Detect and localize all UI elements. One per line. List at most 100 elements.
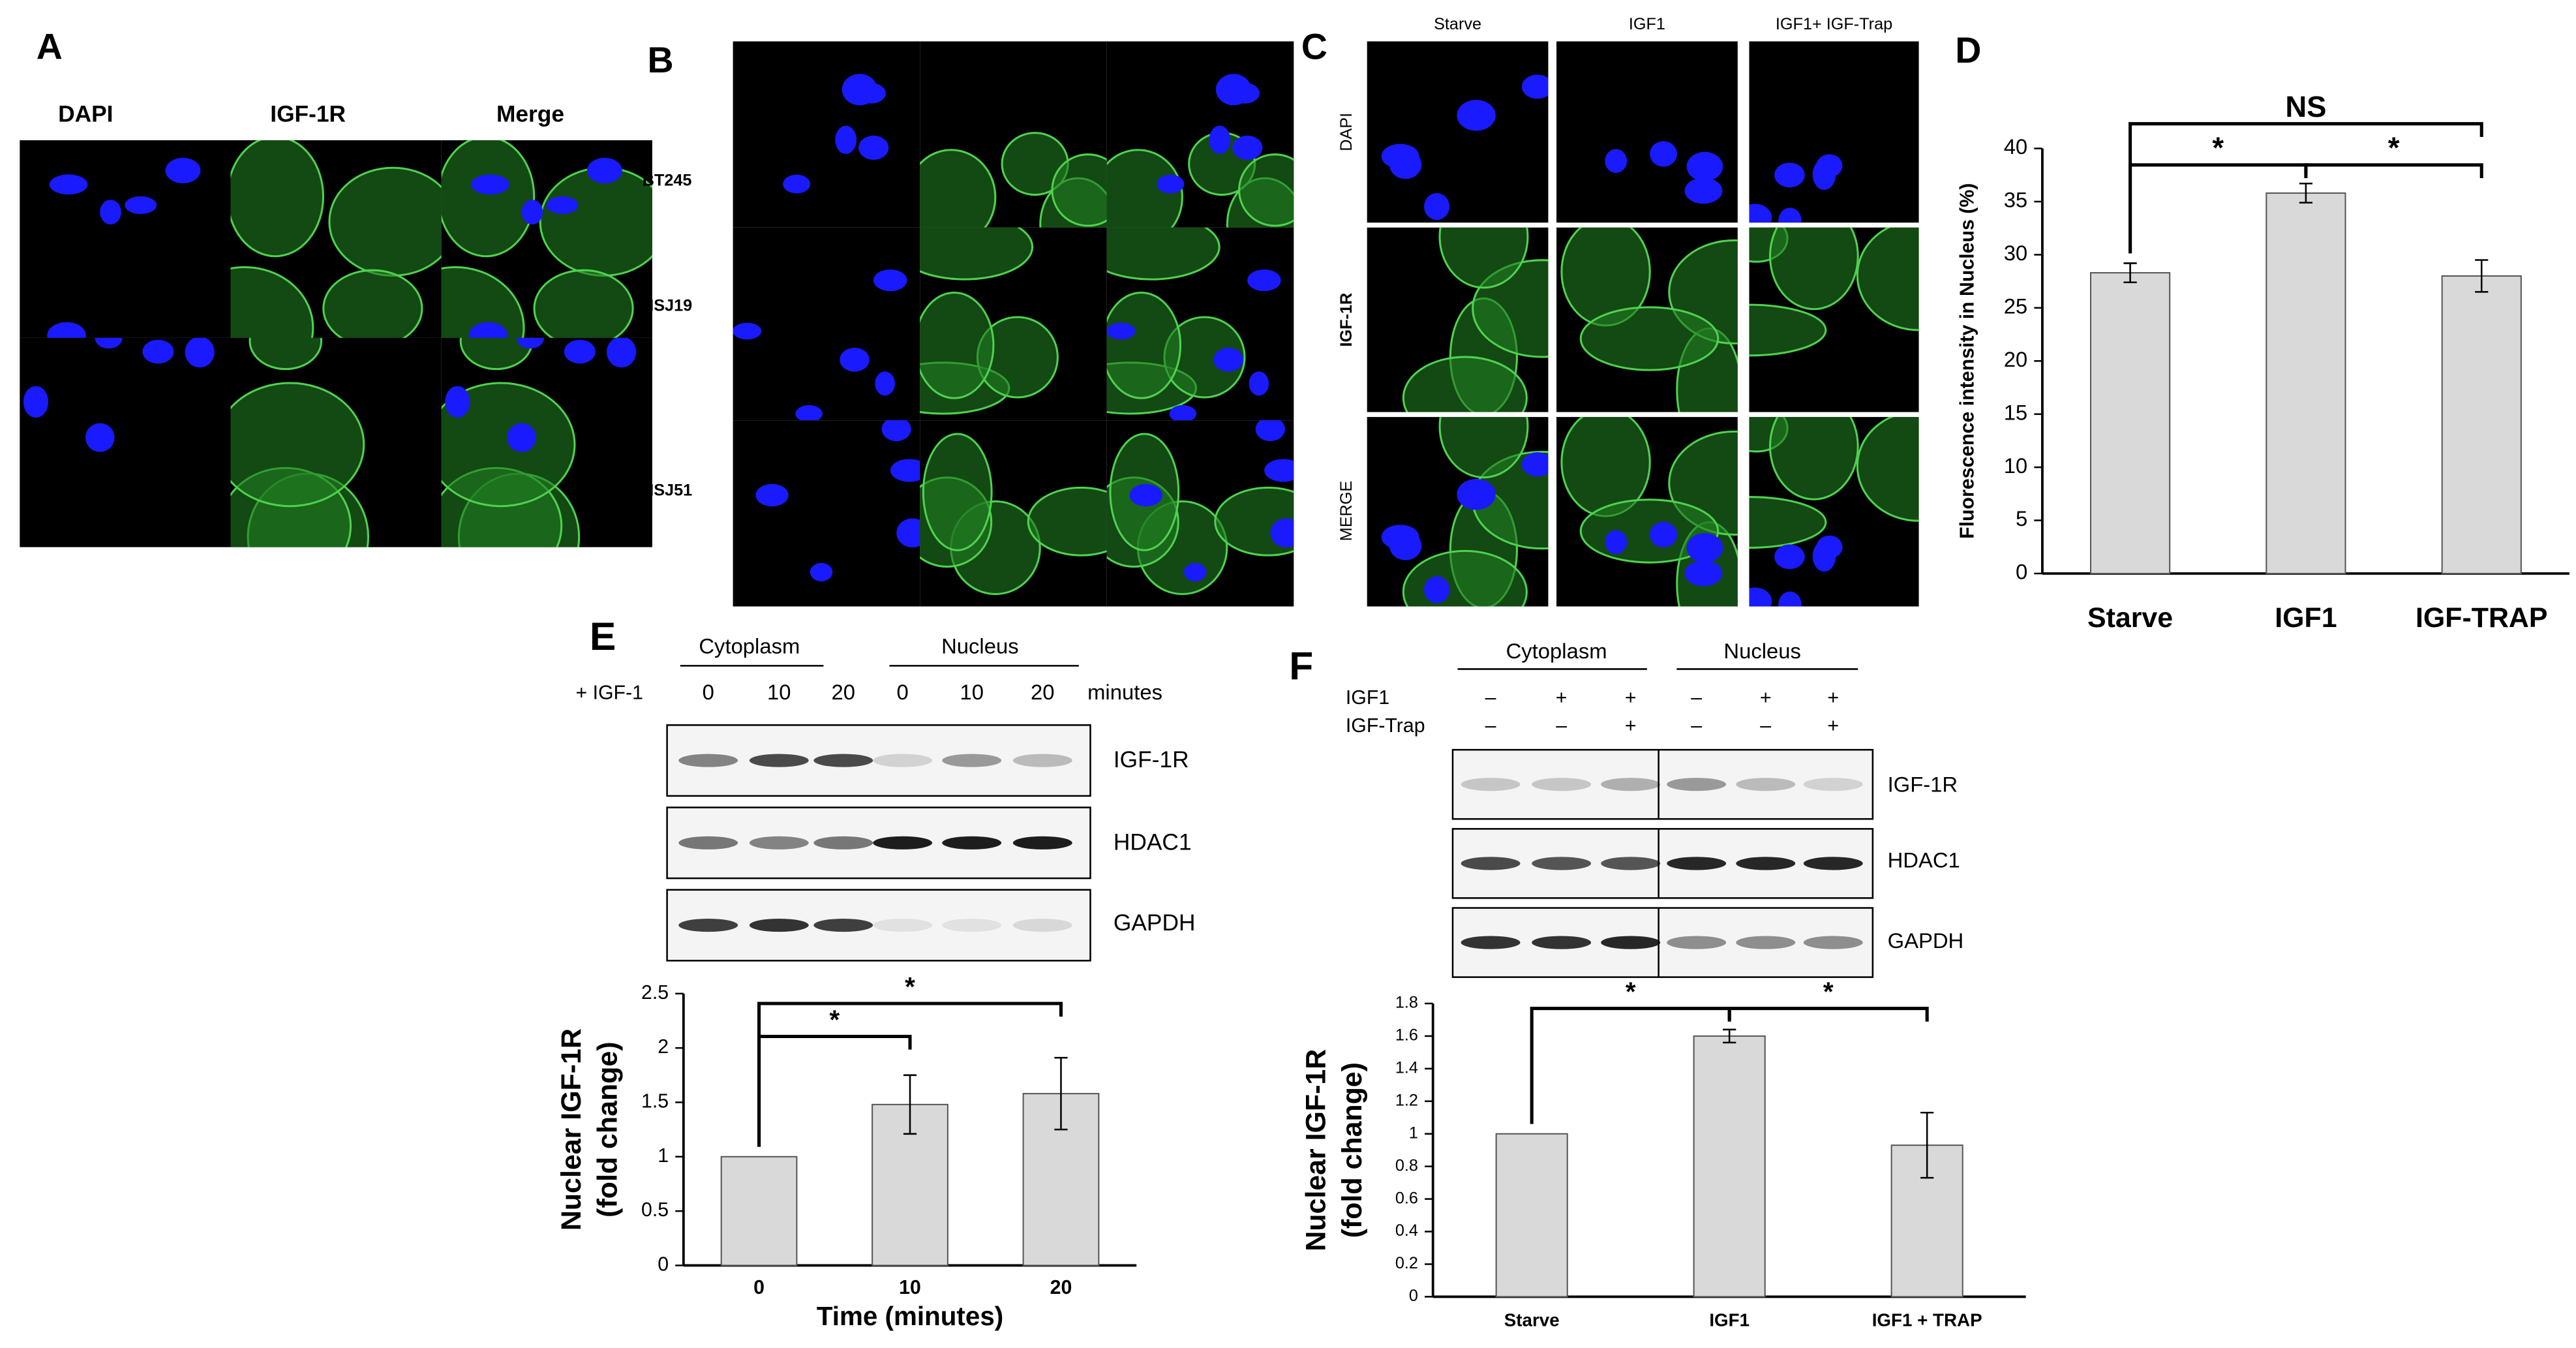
cytoplasm [1770, 227, 1858, 309]
error-bar [2475, 259, 2489, 293]
membrane [1472, 259, 1549, 358]
nucleus [95, 337, 123, 349]
label: – [1691, 687, 1702, 709]
membrane [1106, 291, 1182, 399]
cells [441, 337, 637, 547]
nucleus [564, 339, 596, 364]
y-tick-label: 1.6 [1395, 1026, 1418, 1045]
membrane [1051, 153, 1107, 227]
y-tick-label: 1.2 [1395, 1091, 1418, 1109]
nucleus [835, 125, 857, 154]
nucleus [1650, 141, 1677, 167]
nucleus [810, 562, 833, 582]
membrane [1579, 306, 1720, 371]
nucleus [47, 322, 86, 338]
x-tick-label: Starve [1504, 1310, 1560, 1330]
membrane [1856, 417, 1919, 522]
nucleus [1650, 521, 1677, 547]
nucleus [733, 322, 762, 340]
y-tick-label: 2 [658, 1036, 669, 1058]
membrane [1768, 227, 1859, 311]
y-tick-label: 1 [1409, 1124, 1418, 1142]
label: D [1955, 30, 1981, 70]
label: A [37, 27, 63, 67]
nucleus [23, 386, 49, 418]
label: – [1485, 687, 1496, 709]
label: + IGF-1 [575, 682, 643, 703]
bar [1495, 1133, 1568, 1298]
cells [1749, 417, 1919, 607]
nucleus [165, 157, 201, 184]
cytoplasm [1002, 132, 1068, 195]
nucleus [516, 337, 544, 349]
error-bar [1723, 1028, 1736, 1044]
band [1667, 778, 1727, 791]
label: + [1827, 715, 1839, 737]
y-tick-label: 40 [2004, 134, 2028, 159]
y-axis-label: Nuclear IGF-1R [556, 1028, 587, 1231]
membrane [1106, 149, 1183, 228]
band [813, 836, 873, 850]
cells [1381, 417, 1549, 607]
cytoplasm [323, 270, 422, 338]
y-tick-label: 1.5 [641, 1090, 669, 1112]
nucleus [1778, 207, 1802, 223]
band [678, 836, 738, 850]
membrane [1768, 417, 1859, 500]
bar [720, 1156, 798, 1266]
nucleus [755, 483, 789, 507]
micrograph [733, 41, 920, 228]
nucleus [1255, 420, 1285, 442]
x-tick-label: IGF1 + TRAP [1872, 1310, 1982, 1330]
label: – [1691, 715, 1702, 737]
band [1012, 836, 1072, 850]
nucleus [445, 386, 470, 418]
label: – [1485, 715, 1496, 737]
band [1532, 778, 1592, 791]
band [1803, 857, 1863, 870]
cytoplasm [920, 292, 993, 399]
y-tick-label: 0 [1409, 1287, 1418, 1305]
membrane [230, 140, 324, 258]
label: + [1827, 687, 1839, 709]
cells [783, 74, 889, 194]
label: E [590, 614, 616, 658]
label: Merge [496, 101, 564, 127]
y-tick-label: 35 [2004, 188, 2028, 212]
cytoplasm [920, 149, 995, 228]
cytoplasm [1440, 227, 1528, 288]
label: 10 [960, 680, 984, 704]
annotation: * [2388, 131, 2400, 164]
cytoplasm [920, 227, 1033, 280]
nucleus [607, 337, 637, 368]
x-tick-label: IGF1 [1709, 1310, 1750, 1330]
annotation: * [905, 972, 915, 1002]
nucleus [1605, 149, 1628, 174]
band [1461, 857, 1521, 870]
label: + [1556, 687, 1568, 709]
x-tick-label: Starve [2087, 602, 2173, 634]
y-axis-label: Nuclear IGF-1R [1300, 1049, 1331, 1251]
nucleus [1215, 74, 1252, 106]
nucleus [841, 74, 877, 106]
membrane [322, 269, 423, 338]
membrane [1749, 303, 1827, 357]
label: MERGE [1337, 481, 1356, 542]
cells [1749, 154, 1843, 223]
band [1601, 778, 1661, 791]
nucleus [1605, 530, 1628, 555]
label: IGF1 [1346, 687, 1389, 709]
label: Starve [1434, 15, 1481, 33]
label: IGF-1R [1114, 747, 1189, 773]
y-tick-label: 2.5 [641, 982, 669, 1003]
micrograph [1367, 41, 1549, 223]
cytoplasm [1440, 417, 1528, 478]
band [749, 836, 809, 850]
membrane [249, 337, 323, 371]
bar [1693, 1035, 1766, 1298]
y-tick-label: 10 [2004, 453, 2028, 478]
nucleus [1247, 269, 1281, 292]
nucleus [1521, 452, 1549, 477]
nucleus [1812, 159, 1836, 191]
